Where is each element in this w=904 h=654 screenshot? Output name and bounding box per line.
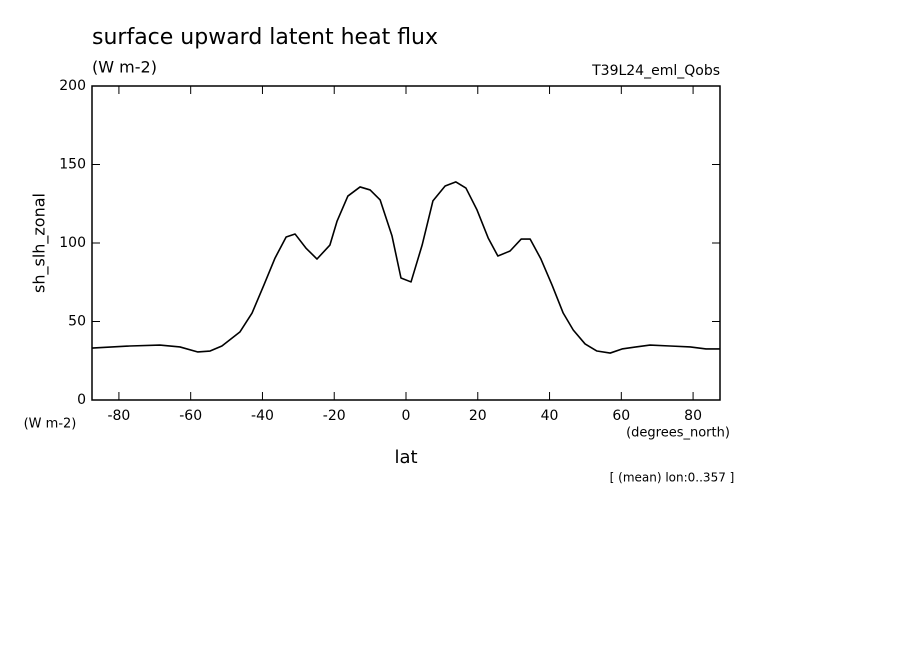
x-tick-label: 60 — [612, 408, 630, 424]
plot-frame — [91, 85, 721, 401]
run-label: T39L24_eml_Qobs — [591, 63, 720, 79]
x-tick-label: 0 — [402, 408, 411, 424]
y-units: (W m-2) — [24, 417, 77, 432]
chart-title: surface upward latent heat flux — [92, 25, 438, 50]
note: [ (mean) lon:0..357 ] — [610, 471, 735, 485]
y-tick-label: 150 — [59, 157, 86, 173]
x-tick-label: 80 — [684, 408, 702, 424]
data-line — [91, 181, 720, 354]
x-tick-label: -20 — [323, 408, 346, 424]
x-units: (degrees_north) — [626, 426, 730, 441]
y-axis-label: sh_slh_zonal — [30, 193, 50, 293]
y-tick-label: 50 — [68, 314, 86, 330]
y-tick-label: 100 — [59, 235, 86, 251]
x-tick-label: -60 — [179, 408, 202, 424]
y-tick-label: 200 — [59, 78, 86, 94]
x-tick-label: 20 — [469, 408, 487, 424]
chart-subtitle: (W m-2) — [92, 58, 157, 77]
x-axis-label: lat — [394, 447, 417, 468]
x-tick-label: -80 — [107, 408, 130, 424]
x-tick-label: 40 — [541, 408, 559, 424]
x-tick-label: -40 — [251, 408, 274, 424]
y-tick-label: 0 — [77, 392, 86, 408]
